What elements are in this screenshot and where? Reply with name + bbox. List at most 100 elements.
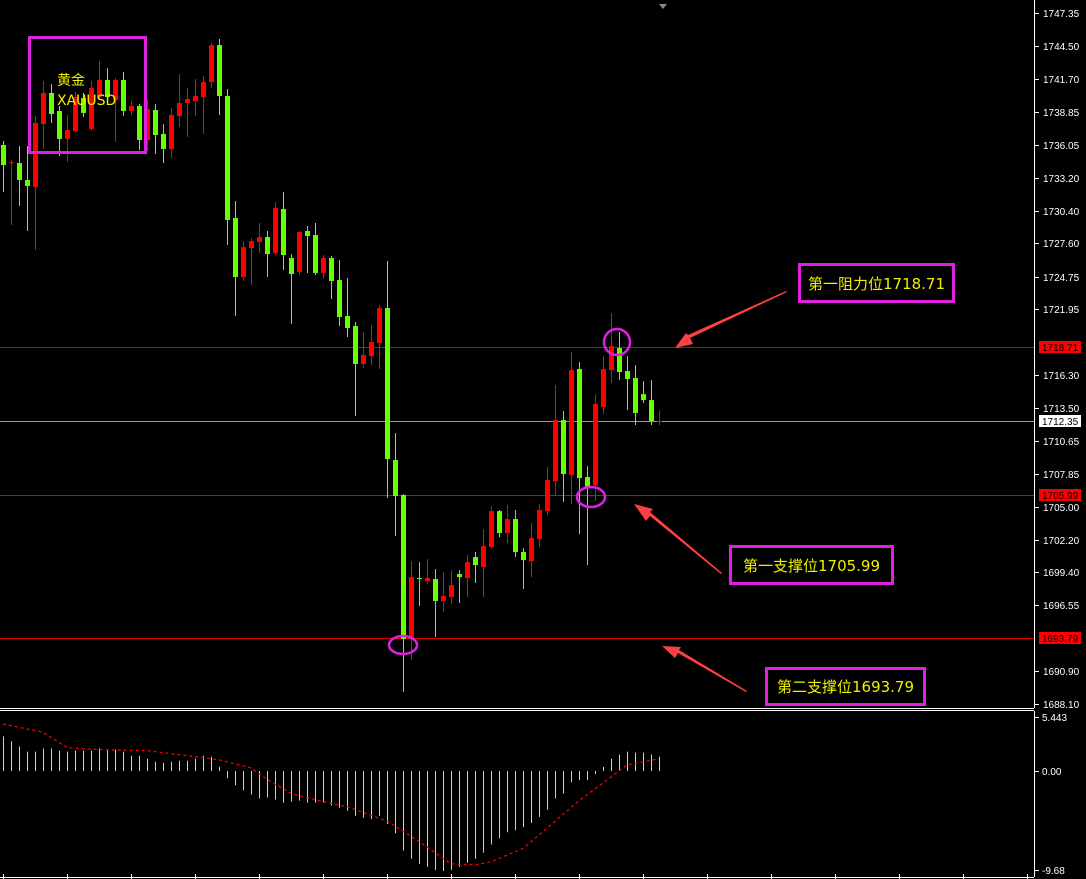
price-tick-label: 1696.55 bbox=[1043, 601, 1080, 612]
price-tick-label: 1705.00 bbox=[1043, 503, 1080, 514]
candle bbox=[217, 39, 222, 116]
candle bbox=[489, 506, 494, 549]
macd-tick-label: 0.00 bbox=[1042, 767, 1062, 778]
candle bbox=[505, 505, 510, 544]
price-tick-label: 1690.90 bbox=[1043, 667, 1080, 678]
price-tick-label: 1707.85 bbox=[1043, 470, 1080, 481]
candle bbox=[633, 365, 638, 426]
candle bbox=[297, 230, 302, 276]
candle bbox=[185, 87, 190, 137]
candle-body bbox=[465, 562, 470, 579]
candle-body bbox=[649, 400, 654, 422]
candle-body bbox=[49, 93, 54, 114]
candle-body bbox=[553, 420, 558, 482]
candle bbox=[345, 277, 350, 337]
candle bbox=[481, 529, 486, 598]
candle bbox=[209, 43, 214, 88]
candle-body bbox=[137, 105, 142, 141]
candle bbox=[57, 105, 62, 156]
candle-body bbox=[153, 110, 158, 135]
candle-body bbox=[185, 98, 190, 104]
candle bbox=[513, 510, 518, 558]
symbol-ticker: XAUUSD bbox=[57, 93, 117, 109]
price-tick-label: 1730.40 bbox=[1043, 207, 1080, 218]
candle-body bbox=[617, 348, 622, 373]
candle bbox=[617, 331, 622, 381]
candle-body bbox=[257, 237, 262, 243]
candle-body bbox=[17, 162, 22, 181]
candle-body bbox=[25, 180, 30, 186]
candle-body bbox=[529, 538, 534, 562]
candle-body bbox=[321, 258, 326, 273]
candle-body bbox=[441, 596, 446, 602]
candle bbox=[81, 93, 86, 118]
candle-body bbox=[481, 546, 486, 568]
candle bbox=[657, 410, 662, 426]
price-tag-label: 1712.35 bbox=[1042, 417, 1079, 428]
candle bbox=[449, 570, 454, 605]
candle-body bbox=[625, 371, 630, 380]
candle bbox=[537, 504, 542, 548]
candle bbox=[17, 145, 22, 207]
candle bbox=[169, 108, 174, 158]
candle-body bbox=[433, 579, 438, 602]
candle-body bbox=[345, 315, 350, 329]
price-tick-label: 1733.20 bbox=[1043, 174, 1080, 185]
candle-body bbox=[89, 87, 94, 130]
candle-body bbox=[401, 495, 406, 640]
candle bbox=[553, 385, 558, 496]
candle bbox=[153, 103, 158, 154]
support-1-label: 第一支撑位1705.99 bbox=[729, 545, 894, 585]
candles bbox=[1, 39, 662, 693]
candle bbox=[457, 570, 462, 604]
candle bbox=[601, 356, 606, 415]
candle-body bbox=[265, 237, 270, 255]
macd-panel bbox=[2, 723, 660, 871]
resistance-1-label: 第一阻力位1718.71 bbox=[798, 263, 955, 303]
chart-frame bbox=[0, 0, 1035, 878]
candle bbox=[289, 254, 294, 324]
price-tick-label: 1713.50 bbox=[1043, 404, 1080, 415]
candle-body bbox=[537, 510, 542, 540]
candle-body bbox=[65, 129, 70, 139]
candle-body bbox=[177, 103, 182, 116]
candle bbox=[201, 75, 206, 134]
candle bbox=[305, 225, 310, 273]
price-tick-label: 1702.20 bbox=[1043, 536, 1080, 547]
candle bbox=[41, 80, 46, 149]
price-tag-label: 1705.99 bbox=[1042, 491, 1079, 502]
candle-body bbox=[41, 93, 46, 125]
chart-shift-marker-icon[interactable] bbox=[659, 4, 667, 9]
candle-body bbox=[145, 108, 150, 141]
price-tick-label: 1747.35 bbox=[1043, 9, 1080, 20]
candle bbox=[265, 230, 270, 278]
candle bbox=[521, 548, 526, 590]
price-tick-label: 1727.60 bbox=[1043, 239, 1080, 250]
candle-body bbox=[513, 519, 518, 553]
candle-body bbox=[601, 369, 606, 408]
price-axis: 1747.35 1744.50 1741.70 1738.85 1736.05 1733.… bbox=[3, 9, 1081, 879]
price-tick-label: 1721.95 bbox=[1043, 305, 1080, 316]
candle-body bbox=[113, 79, 118, 101]
candle-body bbox=[633, 378, 638, 414]
candle-body bbox=[289, 258, 294, 275]
candle bbox=[377, 305, 382, 370]
level-lines bbox=[0, 347, 1034, 639]
price-tick-label: 1710.65 bbox=[1043, 437, 1080, 448]
candle-body bbox=[209, 45, 214, 83]
arrow-icon bbox=[662, 646, 747, 692]
candle-body bbox=[393, 460, 398, 497]
candle-body bbox=[129, 105, 134, 111]
support-2-label: 第二支撑位1693.79 bbox=[765, 667, 926, 706]
candle-body bbox=[497, 511, 502, 534]
price-tag bbox=[1039, 632, 1081, 644]
candle bbox=[113, 77, 118, 142]
candle-body bbox=[369, 341, 374, 357]
price-tag-label: 1718.71 bbox=[1042, 343, 1079, 354]
candle-body bbox=[81, 98, 86, 113]
candle-body bbox=[449, 585, 454, 598]
candle bbox=[561, 411, 566, 503]
candle-body bbox=[217, 45, 222, 97]
highlight-circle-support-1 bbox=[575, 485, 607, 509]
